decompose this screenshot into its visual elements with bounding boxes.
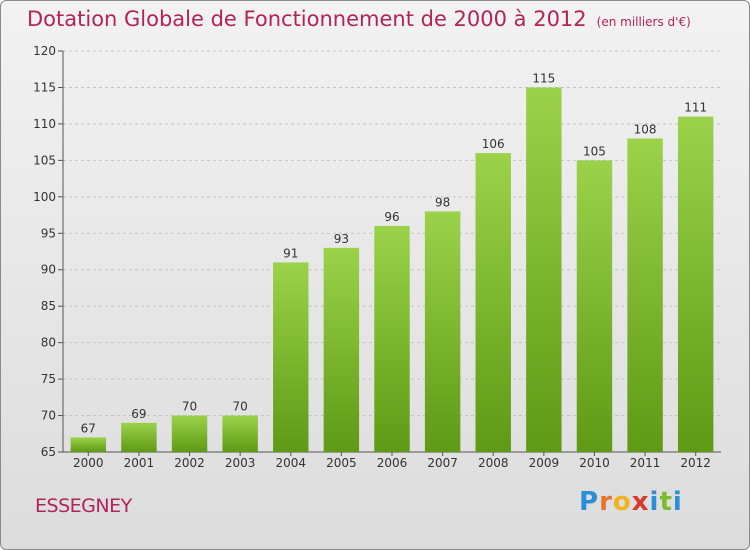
chart-unit: (en milliers d'€) [596, 15, 691, 29]
proxiti-logo: Proxiti [579, 487, 683, 517]
y-tick-label: 90 [41, 263, 56, 277]
y-tick-label: 65 [41, 445, 56, 459]
chart-title-text: Dotation Globale de Fonctionnement de 20… [27, 7, 587, 31]
bar-2009 [526, 87, 562, 453]
data-label-2002: 70 [182, 400, 197, 414]
x-tick-label-2006: 2006 [377, 456, 408, 470]
bar-2007 [424, 211, 461, 452]
bar-2003 [222, 415, 258, 452]
data-label-2006: 96 [384, 210, 399, 224]
x-tick-label-2000: 2000 [73, 456, 104, 470]
chart-title: Dotation Globale de Fonctionnement de 20… [27, 7, 691, 31]
logo-letter: x [631, 487, 650, 517]
y-tick-label: 120 [33, 44, 56, 58]
bar-2010 [576, 160, 613, 452]
y-tick-label: 75 [41, 372, 56, 386]
commune-name: ESSEGNEY [35, 495, 132, 517]
x-tick-label-2001: 2001 [124, 456, 155, 470]
y-tick-label: 70 [41, 409, 56, 423]
data-label-2000: 67 [81, 421, 96, 435]
bar-2008 [475, 153, 511, 452]
x-tick-label-2005: 2005 [326, 456, 357, 470]
bar-2011 [627, 138, 663, 452]
x-tick-label-2007: 2007 [427, 456, 458, 470]
data-label-2008: 106 [482, 137, 505, 151]
y-tick-label: 100 [33, 190, 56, 204]
logo-letter: i [649, 487, 660, 517]
x-tick-label-2003: 2003 [225, 456, 256, 470]
data-label-2010: 105 [583, 144, 606, 158]
x-tick-label-2011: 2011 [630, 456, 661, 470]
y-tick-label: 85 [41, 299, 56, 313]
x-tick-label-2008: 2008 [478, 456, 509, 470]
data-label-2011: 108 [634, 122, 657, 136]
logo-letter: t [659, 487, 673, 517]
y-tick-label: 95 [41, 226, 56, 240]
x-tick-label-2010: 2010 [579, 456, 610, 470]
bar-2001 [121, 422, 157, 452]
data-label-2012: 111 [684, 101, 707, 115]
y-tick-label: 105 [33, 153, 56, 167]
data-label-2003: 70 [233, 400, 248, 414]
x-tick-label-2004: 2004 [275, 456, 306, 470]
data-label-2009: 115 [532, 71, 555, 85]
data-label-2005: 93 [334, 232, 349, 246]
bar-2005 [323, 247, 360, 452]
bar-2012 [677, 116, 714, 453]
y-tick-label: 110 [33, 117, 56, 131]
x-tick-label-2002: 2002 [174, 456, 205, 470]
y-tick-label: 115 [33, 80, 56, 94]
x-tick-label-2009: 2009 [529, 456, 560, 470]
data-label-2001: 69 [131, 407, 146, 421]
bar-2000 [70, 437, 107, 452]
y-tick-label: 80 [41, 336, 56, 350]
logo-letter: o [612, 487, 632, 517]
data-label-2004: 91 [283, 246, 298, 260]
logo-letter: r [599, 487, 613, 517]
logo-letter: P [579, 487, 600, 517]
bar-2002 [171, 415, 208, 452]
logo-letter: i [672, 487, 683, 517]
bar-2004 [273, 262, 309, 452]
bar-2006 [374, 225, 410, 452]
x-tick-label-2012: 2012 [680, 456, 711, 470]
data-label-2007: 98 [435, 195, 450, 209]
